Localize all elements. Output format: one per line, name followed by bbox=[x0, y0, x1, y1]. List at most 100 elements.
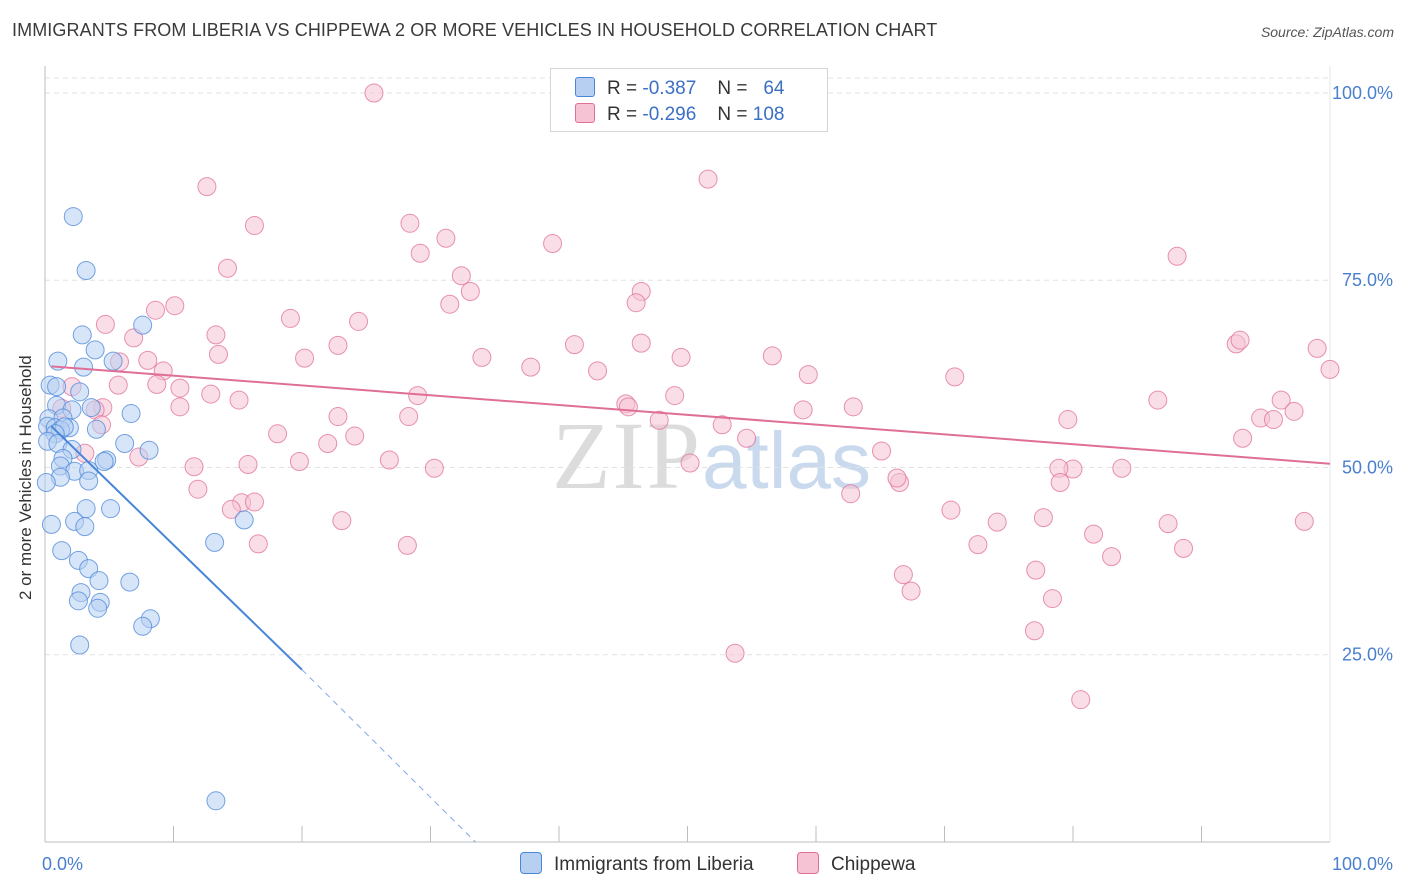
liberia-point bbox=[133, 315, 153, 335]
liberia-point bbox=[94, 451, 114, 471]
chippewa-point bbox=[798, 365, 818, 385]
chippewa-point bbox=[1174, 538, 1194, 558]
chippewa-point bbox=[201, 384, 221, 404]
liberia-point bbox=[47, 377, 67, 397]
liberia-point bbox=[115, 434, 135, 454]
chippewa-point bbox=[901, 581, 921, 601]
liberia-point bbox=[139, 440, 159, 460]
chippewa-point bbox=[184, 457, 204, 477]
chippewa-point bbox=[332, 511, 352, 531]
chippewa-point bbox=[698, 169, 718, 189]
chippewa-point bbox=[887, 468, 907, 488]
trend-lines bbox=[50, 365, 1331, 843]
liberia-legend-swatch bbox=[520, 852, 542, 874]
chippewa-point bbox=[521, 357, 541, 377]
liberia-legend-label: Immigrants from Liberia bbox=[554, 854, 754, 875]
chippewa-point bbox=[206, 325, 226, 345]
y-tick-label: 25.0% bbox=[1342, 645, 1393, 665]
legend-item-liberia: Immigrants from Liberia bbox=[520, 852, 754, 876]
chippewa-point bbox=[440, 294, 460, 314]
chippewa-point bbox=[217, 258, 237, 278]
liberia-point bbox=[68, 591, 88, 611]
chippewa-point bbox=[1271, 390, 1291, 410]
legend-row-chippewa: R = -0.296 N = 108 bbox=[575, 103, 784, 127]
chippewa-point bbox=[364, 83, 384, 103]
watermark: ZIPatlas bbox=[552, 400, 871, 511]
chippewa-point bbox=[138, 350, 158, 370]
chippewa-point bbox=[1320, 359, 1340, 379]
chippewa-point bbox=[793, 400, 813, 420]
chippewa-point bbox=[1026, 560, 1046, 580]
chippewa-point bbox=[289, 451, 309, 471]
chippewa-point bbox=[843, 397, 863, 417]
liberia-point bbox=[81, 398, 101, 418]
legend-row-liberia: R = -0.387 N = 64 bbox=[575, 77, 784, 101]
chippewa-point bbox=[238, 454, 258, 474]
liberia-point bbox=[70, 382, 90, 402]
chippewa-point bbox=[725, 643, 745, 663]
chippewa-point bbox=[588, 361, 608, 381]
liberia-point bbox=[63, 207, 83, 227]
chippewa-points bbox=[52, 83, 1340, 710]
liberia-point bbox=[76, 260, 96, 280]
y-tick-label: 50.0% bbox=[1342, 457, 1393, 477]
chippewa-point bbox=[244, 492, 264, 512]
chippewa-point bbox=[400, 213, 420, 233]
liberia-point bbox=[52, 541, 72, 561]
chippewa-point bbox=[472, 347, 492, 367]
liberia-point bbox=[89, 571, 109, 591]
chippewa-point bbox=[436, 228, 456, 248]
chippewa-point bbox=[1102, 547, 1122, 567]
chippewa-point bbox=[893, 565, 913, 585]
chippewa-point bbox=[244, 216, 264, 236]
chippewa-point bbox=[1050, 472, 1070, 492]
chippewa-point bbox=[1294, 511, 1314, 531]
chippewa-point bbox=[1071, 690, 1091, 710]
chippewa-point bbox=[188, 479, 208, 499]
chippewa-point bbox=[349, 311, 369, 331]
chippewa-point bbox=[170, 378, 190, 398]
chippewa-point bbox=[147, 374, 167, 394]
legend-item-chippewa: Chippewa bbox=[797, 852, 916, 876]
liberia-n-value: 64 bbox=[763, 78, 785, 99]
chippewa-point bbox=[451, 266, 471, 286]
chippewa-point bbox=[762, 346, 782, 366]
liberia-r-label: R = bbox=[607, 78, 638, 99]
chippewa-point bbox=[208, 344, 228, 364]
liberia-r-value: -0.387 bbox=[642, 78, 697, 99]
chippewa-point bbox=[1158, 514, 1178, 534]
chippewa-point bbox=[399, 407, 419, 427]
x-tick-label-end: 100.0% bbox=[1332, 854, 1393, 874]
liberia-trend-extension bbox=[301, 669, 476, 843]
grid bbox=[45, 77, 1330, 656]
liberia-point bbox=[75, 517, 95, 537]
chippewa-point bbox=[268, 424, 288, 444]
tick-labels: 25.0% 50.0% 75.0% 100.0% 0.0% 100.0% bbox=[42, 83, 1393, 874]
chippewa-point bbox=[295, 348, 315, 368]
axes bbox=[44, 66, 1331, 843]
liberia-point bbox=[103, 351, 123, 371]
chippewa-point bbox=[737, 428, 757, 448]
liberia-n-label: N = bbox=[717, 78, 748, 99]
chippewa-point bbox=[1024, 621, 1044, 641]
chippewa-point bbox=[1284, 401, 1304, 421]
legend-stats: R = -0.387 N = 64 R = -0.296 N = 108 bbox=[550, 68, 828, 132]
chippewa-point bbox=[987, 512, 1007, 532]
chippewa-point bbox=[841, 484, 861, 504]
chippewa-point bbox=[229, 390, 249, 410]
liberia-point bbox=[205, 532, 225, 552]
source-label: Source: ZipAtlas.com bbox=[1260, 24, 1394, 40]
chippewa-point bbox=[618, 397, 638, 417]
chippewa-point bbox=[1042, 589, 1062, 609]
chippewa-point bbox=[1084, 524, 1104, 544]
chippewa-point bbox=[410, 243, 430, 263]
liberia-point bbox=[36, 472, 56, 492]
chippewa-point bbox=[649, 410, 669, 430]
y-tick-label: 100.0% bbox=[1332, 83, 1393, 103]
chippewa-point bbox=[1167, 246, 1187, 266]
y-tick-label: 75.0% bbox=[1342, 270, 1393, 290]
chippewa-point bbox=[564, 335, 584, 355]
liberia-point bbox=[121, 404, 141, 424]
liberia-trend-line bbox=[50, 425, 303, 671]
